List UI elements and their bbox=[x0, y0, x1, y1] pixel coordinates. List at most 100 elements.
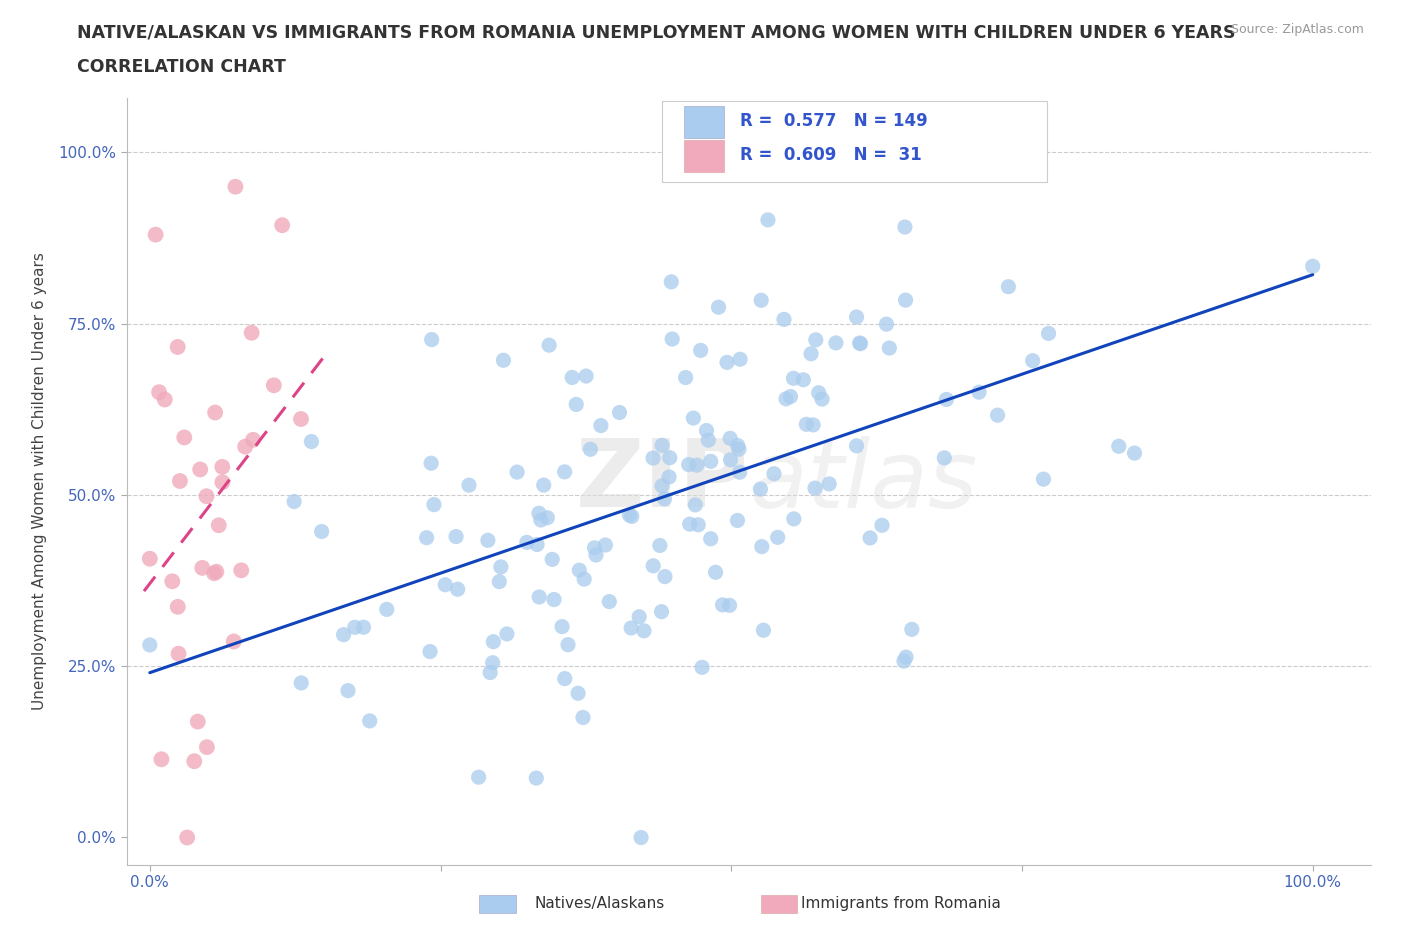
Point bbox=[727, 438, 749, 453]
Point bbox=[848, 336, 870, 351]
Point bbox=[205, 565, 228, 579]
Point bbox=[574, 572, 596, 587]
Point bbox=[700, 531, 723, 546]
Point bbox=[1038, 326, 1060, 340]
Point bbox=[231, 563, 253, 578]
Point bbox=[807, 385, 830, 400]
Text: ZIP: ZIP bbox=[576, 435, 748, 527]
Point bbox=[707, 299, 730, 314]
Point bbox=[353, 619, 375, 634]
Point bbox=[139, 638, 162, 653]
Point bbox=[845, 310, 868, 325]
Point bbox=[775, 392, 797, 406]
FancyBboxPatch shape bbox=[683, 106, 724, 139]
Point bbox=[434, 578, 457, 592]
Point bbox=[675, 370, 697, 385]
Point bbox=[619, 508, 641, 523]
Point bbox=[699, 454, 721, 469]
Point bbox=[167, 646, 190, 661]
Point bbox=[648, 538, 671, 553]
Point bbox=[543, 592, 565, 607]
Point bbox=[792, 372, 814, 387]
Text: R =  0.609   N =  31: R = 0.609 N = 31 bbox=[740, 146, 922, 165]
Point bbox=[166, 599, 188, 614]
Point bbox=[489, 560, 512, 575]
Point bbox=[162, 574, 184, 589]
Point bbox=[773, 312, 796, 326]
Point bbox=[488, 574, 510, 589]
Point bbox=[191, 561, 214, 576]
Point bbox=[375, 602, 398, 617]
Point bbox=[492, 352, 515, 367]
Point bbox=[679, 517, 702, 532]
Point bbox=[551, 619, 574, 634]
Text: Natives/Alaskans: Natives/Alaskans bbox=[534, 897, 665, 911]
FancyBboxPatch shape bbox=[662, 100, 1047, 182]
Point bbox=[752, 623, 775, 638]
Point bbox=[183, 754, 205, 769]
Point bbox=[728, 352, 751, 366]
Point bbox=[1108, 439, 1130, 454]
Point bbox=[575, 368, 598, 383]
Point bbox=[166, 339, 188, 354]
Point bbox=[567, 685, 589, 700]
Point bbox=[583, 540, 606, 555]
Y-axis label: Unemployment Among Women with Children Under 6 years: Unemployment Among Women with Children U… bbox=[32, 252, 46, 711]
Point bbox=[894, 650, 917, 665]
Point bbox=[153, 392, 176, 407]
Point bbox=[849, 336, 872, 351]
Point bbox=[620, 509, 643, 524]
Point bbox=[704, 565, 727, 579]
Point bbox=[749, 482, 772, 497]
Point bbox=[290, 675, 312, 690]
Point bbox=[894, 293, 917, 308]
FancyBboxPatch shape bbox=[683, 140, 724, 172]
Point bbox=[661, 332, 683, 347]
Point bbox=[524, 771, 547, 786]
Point bbox=[554, 464, 576, 479]
Point bbox=[423, 498, 446, 512]
Point bbox=[779, 389, 801, 404]
Point bbox=[561, 370, 583, 385]
Text: Source: ZipAtlas.com: Source: ZipAtlas.com bbox=[1230, 23, 1364, 36]
Point bbox=[1032, 472, 1054, 486]
Point bbox=[204, 405, 226, 420]
Point bbox=[825, 336, 848, 351]
Point bbox=[654, 491, 676, 506]
Point bbox=[983, 145, 1005, 160]
Point bbox=[598, 594, 620, 609]
Point bbox=[263, 378, 285, 392]
Point bbox=[419, 644, 441, 659]
Point bbox=[359, 713, 381, 728]
Point bbox=[541, 551, 564, 566]
Point bbox=[658, 470, 681, 485]
Point bbox=[654, 569, 676, 584]
Point bbox=[527, 590, 550, 604]
Point bbox=[148, 385, 170, 400]
Point bbox=[589, 418, 612, 433]
Point bbox=[716, 355, 738, 370]
Text: NATIVE/ALASKAN VS IMMIGRANTS FROM ROMANIA UNEMPLOYMENT AMONG WOMEN WITH CHILDREN: NATIVE/ALASKAN VS IMMIGRANTS FROM ROMANI… bbox=[77, 23, 1236, 41]
Point bbox=[967, 385, 990, 400]
Point bbox=[526, 537, 548, 551]
Point bbox=[686, 458, 709, 472]
Point bbox=[728, 442, 751, 457]
Point bbox=[533, 478, 555, 493]
Point bbox=[934, 450, 956, 465]
Text: R =  0.577   N = 149: R = 0.577 N = 149 bbox=[740, 113, 928, 130]
Point bbox=[893, 654, 915, 669]
Point bbox=[633, 623, 655, 638]
Point bbox=[145, 227, 167, 242]
Point bbox=[650, 604, 672, 619]
Point bbox=[527, 506, 550, 521]
Point bbox=[804, 481, 827, 496]
Point bbox=[727, 513, 749, 528]
Point bbox=[801, 418, 824, 432]
Point bbox=[516, 535, 538, 550]
Point bbox=[595, 538, 617, 552]
Point bbox=[766, 530, 789, 545]
Point bbox=[811, 392, 834, 406]
Point bbox=[211, 475, 233, 490]
Point bbox=[804, 332, 827, 347]
Point bbox=[901, 622, 924, 637]
